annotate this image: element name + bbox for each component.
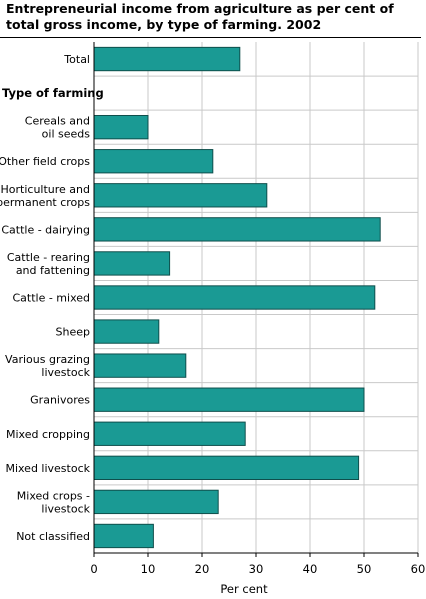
bar: [93, 251, 171, 276]
bar: [93, 217, 381, 242]
bar: [93, 183, 268, 208]
bar: [93, 353, 187, 378]
bar: [93, 387, 365, 412]
category-label: Mixed crops -: [17, 489, 90, 502]
x-tick-label: 40: [303, 562, 318, 576]
x-tick-label: 30: [249, 562, 264, 576]
category-label: Mixed livestock: [5, 462, 90, 475]
x-tick-label: 10: [141, 562, 156, 576]
x-tick-label: 0: [90, 562, 97, 576]
category-label: Various grazing: [5, 353, 90, 366]
bar: [93, 149, 214, 174]
category-label: Cattle - rearing: [7, 251, 90, 264]
axis-layer: 0 10 20 30 40 50 60: [90, 42, 425, 576]
x-tick-label: 60: [411, 562, 426, 576]
category-label: Total: [63, 53, 90, 66]
bar: [93, 489, 219, 515]
category-label: livestock: [41, 502, 90, 515]
category-label: Cereals and: [25, 115, 90, 128]
category-label: Granivores: [30, 394, 90, 407]
bar: [93, 421, 246, 446]
chart-title: Entrepreneurial income from agriculture …: [6, 1, 394, 32]
group-heading: Type of farming: [2, 86, 104, 100]
title-rule: [0, 37, 421, 38]
x-tick-label: 20: [195, 562, 210, 576]
bar: [93, 455, 360, 481]
bar: [93, 285, 376, 310]
category-label: Cattle - dairying: [1, 223, 90, 236]
x-tick-label: 50: [357, 562, 372, 576]
category-label: Other field crops: [0, 155, 90, 168]
bar: [93, 46, 241, 72]
category-label: Horticulture and: [1, 183, 91, 196]
category-label: oil seeds: [42, 128, 91, 141]
category-label: Sheep: [56, 326, 90, 339]
bar: [93, 523, 154, 549]
category-label: Not classified: [16, 530, 90, 543]
category-label: and fattening: [16, 264, 90, 277]
category-label: permanent crops: [0, 196, 90, 209]
category-label: livestock: [41, 366, 90, 379]
bar: [93, 114, 149, 140]
bar: [93, 319, 160, 344]
bar-layer: [93, 46, 381, 549]
grid-layer: [94, 42, 419, 553]
category-label: Cattle - mixed: [12, 292, 90, 305]
x-axis-label: Per cent: [220, 582, 268, 596]
category-label: Mixed cropping: [6, 428, 90, 441]
